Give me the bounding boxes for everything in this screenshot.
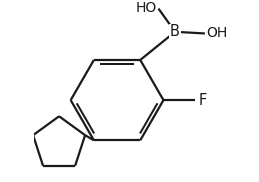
- Text: F: F: [198, 93, 206, 108]
- Text: OH: OH: [206, 26, 228, 40]
- Text: HO: HO: [135, 1, 157, 15]
- Text: B: B: [170, 24, 180, 39]
